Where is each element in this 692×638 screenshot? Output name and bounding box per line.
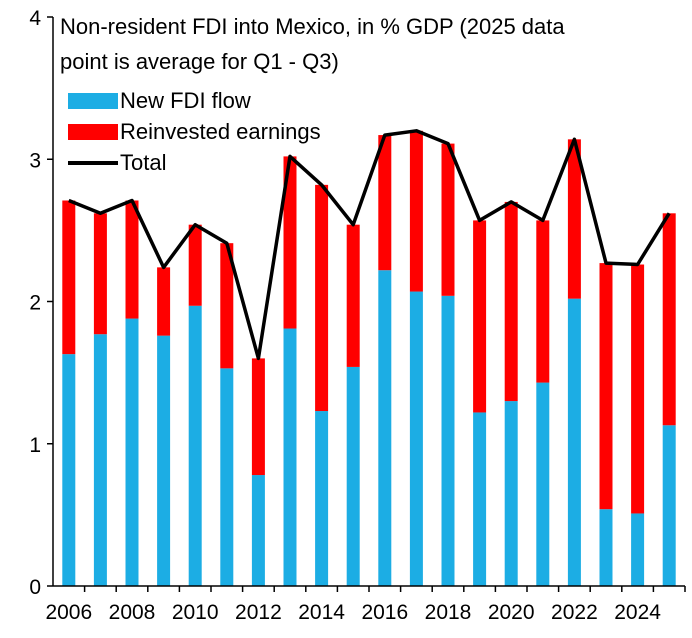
x-tick-label-2016: 2016	[361, 601, 408, 624]
legend-label-reinvested: Reinvested earnings	[120, 119, 321, 144]
y-tick-label-1: 1	[29, 434, 41, 457]
y-tick-label-4: 4	[29, 7, 41, 30]
bar-new-fdi-2018	[441, 295, 455, 586]
bar-new-fdi-2017	[409, 291, 423, 586]
bar-new-fdi-2025	[662, 425, 676, 586]
bar-new-fdi-2023	[599, 509, 613, 586]
bar-reinvested-2007	[93, 213, 107, 335]
legend-swatch-reinvested	[68, 124, 118, 140]
bar-new-fdi-2021	[536, 382, 550, 586]
x-tick-label-2014: 2014	[298, 601, 345, 624]
bar-reinvested-2008	[125, 200, 139, 319]
bar-reinvested-2015	[346, 224, 360, 367]
bar-reinvested-2020	[504, 201, 518, 402]
bars-layer	[62, 130, 676, 586]
bar-new-fdi-2016	[378, 270, 392, 586]
total-line	[68, 129, 671, 361]
bar-reinvested-2025	[662, 213, 676, 426]
x-tick-label-2010: 2010	[172, 601, 219, 624]
bar-reinvested-2014	[315, 184, 329, 412]
bar-new-fdi-2024	[631, 513, 645, 586]
x-tick-label-2018: 2018	[425, 601, 472, 624]
bar-new-fdi-2007	[93, 334, 107, 586]
bar-new-fdi-2020	[504, 401, 518, 586]
bar-new-fdi-2011	[220, 368, 234, 586]
y-tick-label-3: 3	[29, 149, 41, 172]
bar-new-fdi-2015	[346, 366, 360, 586]
y-tick-label-2: 2	[29, 292, 41, 315]
bar-reinvested-2013	[283, 156, 297, 329]
bar-new-fdi-2022	[567, 298, 581, 586]
bar-reinvested-2022	[567, 139, 581, 299]
x-tick-label-2006: 2006	[45, 601, 92, 624]
x-tick-label-2022: 2022	[551, 601, 598, 624]
y-tick-label-0: 0	[29, 576, 41, 599]
bar-new-fdi-2014	[315, 411, 329, 586]
legend-label-total: Total	[120, 150, 166, 175]
bar-new-fdi-2019	[473, 412, 487, 586]
chart-title-line-1: Non-resident FDI into Mexico, in % GDP (…	[60, 14, 565, 39]
bar-reinvested-2016	[378, 135, 392, 271]
legend-label-new-fdi: New FDI flow	[120, 88, 251, 113]
bar-new-fdi-2012	[251, 475, 265, 586]
bar-reinvested-2006	[62, 200, 76, 355]
bar-reinvested-2017	[409, 130, 423, 292]
x-tick-label-2008: 2008	[109, 601, 156, 624]
bar-new-fdi-2006	[62, 354, 76, 586]
bar-new-fdi-2010	[188, 305, 202, 586]
x-tick-label-2012: 2012	[235, 601, 282, 624]
total-line-layer	[68, 129, 671, 361]
bar-reinvested-2011	[220, 243, 234, 369]
bar-reinvested-2021	[536, 220, 550, 383]
bar-reinvested-2023	[599, 263, 613, 510]
bar-new-fdi-2008	[125, 318, 139, 586]
bar-reinvested-2010	[188, 224, 202, 306]
x-tick-label-2024: 2024	[614, 601, 661, 624]
bar-new-fdi-2009	[157, 335, 171, 586]
bar-reinvested-2018	[441, 143, 455, 296]
bar-reinvested-2019	[473, 220, 487, 413]
bar-reinvested-2012	[251, 358, 265, 476]
chart-title-line-2: point is average for Q1 - Q3)	[60, 49, 339, 74]
axes-layer: 0 1 2 3 4 2006 2008 2010 2012 2014 2016 2018 2020 202…	[29, 7, 686, 624]
bar-reinvested-2009	[157, 267, 171, 336]
x-tick-label-2020: 2020	[488, 601, 535, 624]
legend: New FDI flow Reinvested earnings Total	[68, 88, 321, 175]
bar-new-fdi-2013	[283, 328, 297, 586]
legend-swatch-new-fdi	[68, 93, 118, 109]
bar-reinvested-2024	[631, 264, 645, 514]
